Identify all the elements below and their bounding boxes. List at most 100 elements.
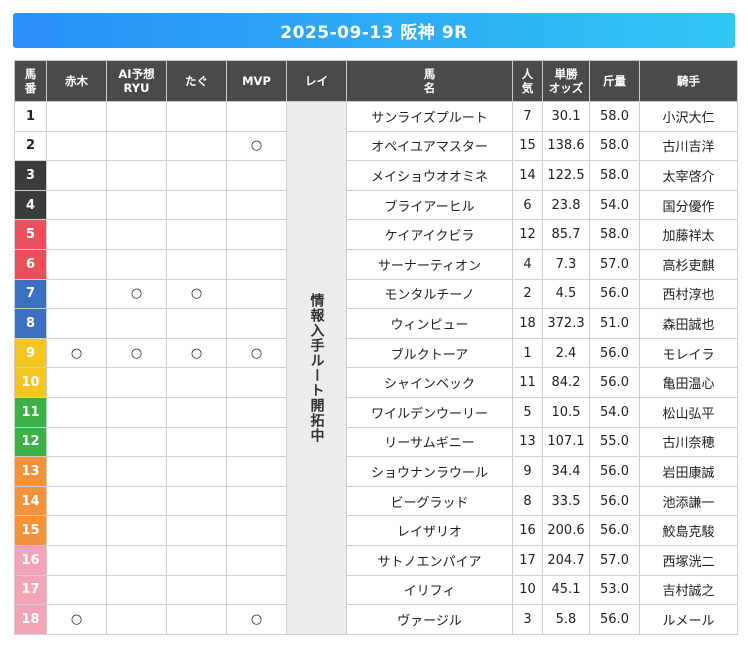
horse-name: メイショウオオミネ [346,160,513,191]
win-odds: 33.5 [542,485,590,517]
mvp-mark [226,456,287,487]
win-odds: 85.7 [542,219,590,250]
horse-number: 9 [14,337,47,369]
col-tagu: たぐ [166,60,227,102]
horse-number: 13 [14,456,47,487]
weight: 53.0 [589,574,640,606]
ai-mark [106,544,167,576]
weight: 56.0 [589,485,640,517]
mvp-mark [226,426,287,458]
ai-mark [106,189,167,221]
horse-number: 8 [14,308,47,339]
horse-number: 18 [14,604,47,635]
win-odds: 34.4 [542,456,590,487]
col-akagi: 赤木 [46,60,107,102]
mvp-mark: ○ [226,604,287,635]
weight: 57.0 [589,248,640,280]
weight: 55.0 [589,426,640,458]
akagi-mark: ○ [46,604,107,635]
win-odds: 45.1 [542,574,590,606]
mvp-mark [226,485,287,517]
ai-mark [106,396,167,428]
col-odds: 単勝 オッズ [542,60,590,102]
mvp-mark [226,396,287,428]
popularity: 9 [512,456,543,487]
mvp-mark [226,574,287,606]
ai-mark [106,426,167,458]
win-odds: 204.7 [542,544,590,576]
tagu-mark [166,515,227,546]
akagi-mark [46,189,107,221]
tagu-mark [166,485,227,517]
horse-name: ショウナンラウール [346,456,513,487]
win-odds: 122.5 [542,160,590,191]
tagu-mark [166,219,227,250]
jockey-name: 太宰啓介 [639,160,738,191]
mvp-mark: ○ [226,130,287,162]
popularity: 18 [512,308,543,339]
tagu-mark [166,160,227,191]
tagu-mark [166,189,227,221]
jockey-name: 国分優作 [639,189,738,221]
weight: 56.0 [589,515,640,546]
col-jockey: 騎手 [639,60,738,102]
horse-name: ウィンピュー [346,308,513,339]
horse-number: 6 [14,248,47,280]
rei-note: 情報入手ルート開拓中 [308,292,325,443]
weight: 57.0 [589,544,640,576]
table-row: 13 ショウナンラウール 9 34.4 56.0 岩田康誠 [14,456,738,487]
popularity: 14 [512,160,543,191]
table-row: 15 レイザリオ 16 200.6 56.0 鮫島克駿 [14,515,738,546]
jockey-name: 森田誠也 [639,308,738,339]
weight: 56.0 [589,337,640,369]
ai-mark: ○ [106,278,167,310]
jockey-name: 加藤祥太 [639,219,738,250]
tagu-mark [166,367,227,398]
win-odds: 5.8 [542,604,590,635]
popularity: 15 [512,130,543,162]
col-ninki: 人 気 [512,60,543,102]
akagi-mark [46,515,107,546]
mvp-mark [226,101,287,132]
horse-number: 14 [14,485,47,517]
tagu-mark [166,101,227,132]
table-row: 14 ビーグラッド 8 33.5 56.0 池添謙一 [14,485,738,517]
jockey-name: 岩田康誠 [639,456,738,487]
horse-number: 7 [14,278,47,310]
popularity: 5 [512,396,543,428]
akagi-mark [46,308,107,339]
akagi-mark [46,426,107,458]
table-row: 7 ○ ○ モンタルチーノ 2 4.5 56.0 西村淳也 [14,278,738,310]
akagi-mark [46,248,107,280]
ai-mark [106,130,167,162]
jockey-name: ルメール [639,604,738,635]
horse-name: リーサムギニー [346,426,513,458]
popularity: 1 [512,337,543,369]
horse-name: ブライアーヒル [346,189,513,221]
win-odds: 4.5 [542,278,590,310]
weight: 56.0 [589,604,640,635]
jockey-name: 古川奈穂 [639,426,738,458]
akagi-mark [46,278,107,310]
horse-number: 17 [14,574,47,606]
popularity: 8 [512,485,543,517]
ai-mark [106,515,167,546]
horse-name: ヴァージル [346,604,513,635]
table-row: 18 ○ ○ ヴァージル 3 5.8 56.0 ルメール [14,604,738,635]
win-odds: 138.6 [542,130,590,162]
race-title: 2025-09-13 阪神 9R [13,13,735,48]
horse-name: サトノエンパイア [346,544,513,576]
horse-name: イリフィ [346,574,513,606]
win-odds: 10.5 [542,396,590,428]
akagi-mark [46,396,107,428]
mvp-mark [226,248,287,280]
popularity: 3 [512,604,543,635]
horse-number: 11 [14,396,47,428]
weight: 56.0 [589,278,640,310]
tagu-mark [166,396,227,428]
jockey-name: 小沢大仁 [639,101,738,132]
win-odds: 30.1 [542,101,590,132]
akagi-mark [46,367,107,398]
weight: 58.0 [589,101,640,132]
